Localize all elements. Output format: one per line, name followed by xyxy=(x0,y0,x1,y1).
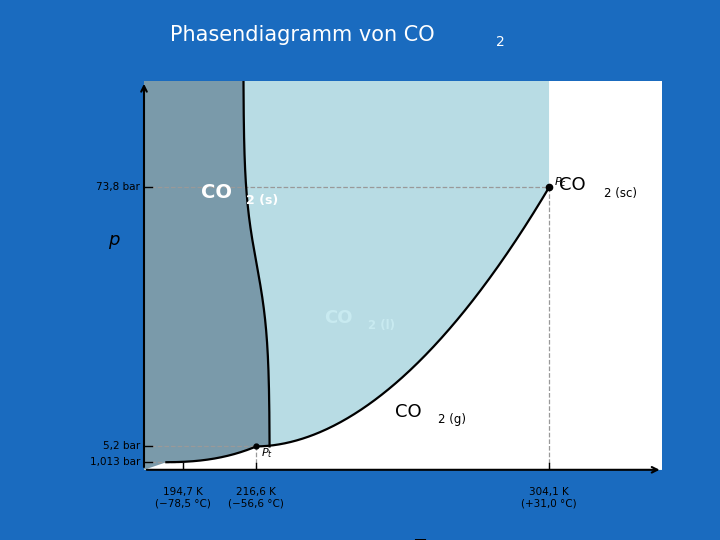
Text: CO: CO xyxy=(325,308,353,327)
Polygon shape xyxy=(144,81,269,470)
Text: $P_c$: $P_c$ xyxy=(554,176,567,190)
Text: T: T xyxy=(413,538,424,540)
Text: CO: CO xyxy=(559,177,585,194)
Text: 2 (s): 2 (s) xyxy=(246,194,278,207)
Polygon shape xyxy=(144,81,662,470)
Text: $P_t$: $P_t$ xyxy=(261,446,274,460)
Text: 216,6 K
(−56,6 °C): 216,6 K (−56,6 °C) xyxy=(228,487,284,508)
Text: 2: 2 xyxy=(496,35,505,49)
Text: 2 (sc): 2 (sc) xyxy=(604,187,637,200)
Text: p: p xyxy=(108,231,120,248)
Text: 2 (g): 2 (g) xyxy=(438,414,467,427)
Polygon shape xyxy=(243,81,549,447)
Text: Phasendiagramm von CO: Phasendiagramm von CO xyxy=(170,25,435,45)
Text: 194,7 K
(−78,5 °C): 194,7 K (−78,5 °C) xyxy=(156,487,211,508)
Text: CO: CO xyxy=(201,183,232,202)
Text: 5,2 bar: 5,2 bar xyxy=(103,441,140,451)
Text: 1,013 bar: 1,013 bar xyxy=(89,457,140,467)
Text: 2 (l): 2 (l) xyxy=(368,319,395,332)
Text: 304,1 K
(+31,0 °C): 304,1 K (+31,0 °C) xyxy=(521,487,577,508)
Text: CO: CO xyxy=(395,403,421,421)
Text: 73,8 bar: 73,8 bar xyxy=(96,183,140,192)
